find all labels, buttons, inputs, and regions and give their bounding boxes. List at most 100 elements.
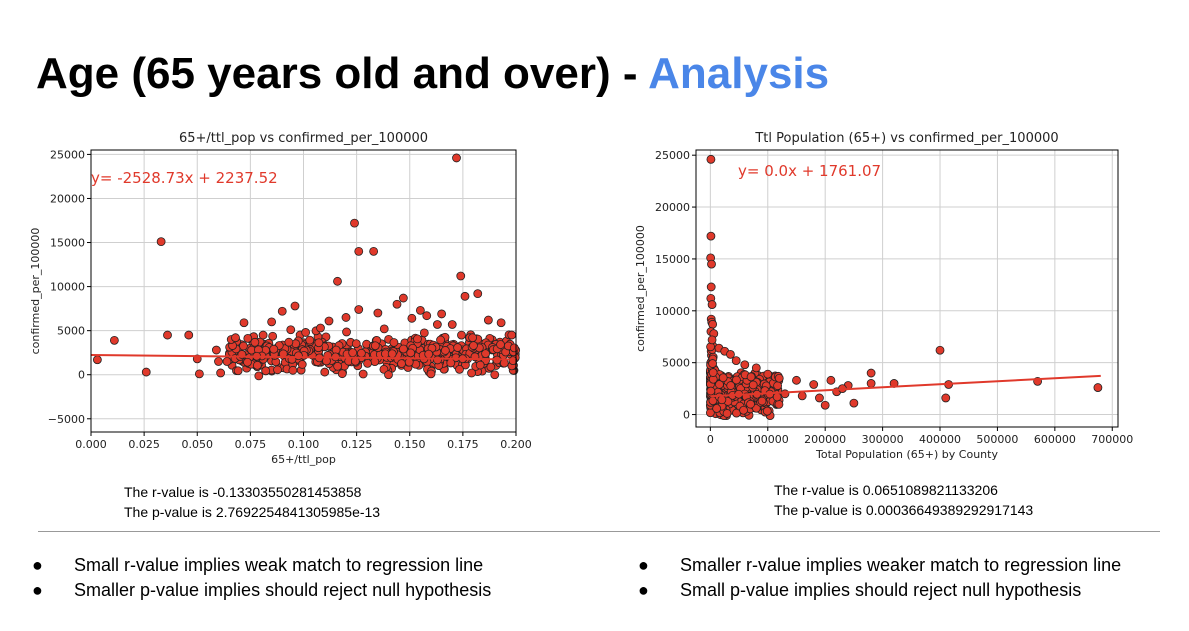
scatter-point — [780, 389, 790, 399]
scatter-point — [314, 338, 324, 348]
x-tick-label: 0 — [707, 433, 714, 446]
scatter-point — [762, 406, 772, 416]
scatter-point — [268, 331, 278, 341]
scatter-point — [333, 361, 343, 371]
scatter-point — [707, 335, 717, 345]
x-tick-label: 200000 — [804, 433, 846, 446]
scatter-point — [739, 405, 748, 415]
y-tick-label: 5000 — [57, 325, 85, 338]
scatter-point — [354, 246, 364, 256]
x-axis-label: Total Population (65+) by County — [815, 448, 998, 461]
scatter-point — [356, 348, 366, 358]
scatter-point — [706, 282, 716, 292]
scatter-point — [708, 359, 717, 368]
scatter-point — [297, 360, 307, 369]
y-tick-label: 0 — [78, 369, 85, 382]
scatter-point — [468, 333, 477, 343]
scatter-point — [483, 315, 493, 325]
regression-equation: y= 0.0x + 1761.07 — [738, 162, 881, 180]
scatter-point — [473, 289, 483, 299]
scatter-point — [370, 341, 380, 351]
scatter-point — [294, 351, 303, 361]
divider — [38, 531, 1160, 532]
scatter-point — [706, 154, 716, 164]
y-tick-label: 25000 — [655, 149, 690, 162]
x-tick-label: 0.050 — [182, 438, 214, 451]
scatter-point — [373, 308, 383, 318]
slide-title: Age (65 years old and over) - Analysis — [36, 52, 829, 96]
p-value-left: The p-value is 2.7692254841305985e-13 — [124, 504, 381, 520]
x-tick-label: 0.150 — [394, 438, 426, 451]
scatter-point — [509, 343, 519, 353]
bullet-dot-icon: ● — [638, 555, 649, 575]
scatter-point — [419, 328, 429, 338]
bullet-dot-icon: ● — [32, 580, 43, 600]
scatter-point — [184, 330, 194, 340]
chart-title: Ttl Population (65+) vs confirmed_per_10… — [754, 131, 1058, 146]
scatter-point — [351, 339, 361, 349]
scatter-point — [715, 380, 724, 389]
scatter-point — [460, 291, 470, 301]
bullet-text: Small p-value implies should reject null… — [680, 580, 1082, 600]
scatter-point — [222, 357, 232, 366]
scatter-point — [866, 379, 876, 388]
scatter-point — [250, 337, 260, 347]
scatter-point — [363, 358, 372, 368]
scatter-chart-population: Ttl Population (65+) vs confirmed_per_10… — [634, 131, 1133, 461]
x-axis-label: 65+/ttl_pop — [271, 453, 336, 466]
scatter-point — [337, 369, 347, 379]
scatter-point — [369, 246, 379, 256]
scatter-point — [452, 153, 461, 163]
scatter-point — [254, 371, 264, 381]
x-tick-label: 0.000 — [75, 438, 107, 451]
scatter-point — [446, 358, 456, 368]
y-tick-label: 10000 — [655, 305, 690, 318]
stats-left: The r-value is -0.13303550281453858 The … — [124, 482, 380, 522]
scatter-point — [426, 369, 436, 379]
scatter-point — [941, 393, 951, 403]
scatter-point — [233, 366, 243, 376]
scatter-point — [301, 328, 311, 337]
scatter-point — [432, 320, 442, 329]
scatter-point — [156, 237, 166, 247]
chart-title: 65+/ttl_pop vs confirmed_per_100000 — [179, 131, 428, 146]
scatter-point — [866, 368, 876, 378]
scatter-point — [252, 360, 262, 370]
scatter-point — [194, 369, 204, 379]
scatter-point — [455, 364, 464, 374]
scatter-point — [751, 363, 761, 373]
scatter-point — [757, 396, 767, 406]
bullet-item: ● Smaller r-value implies weaker match to… — [638, 553, 1121, 578]
bullet-text: Small r-value implies weak match to regr… — [74, 555, 484, 575]
y-tick-label: 15000 — [50, 237, 85, 250]
scatter-point — [342, 327, 351, 337]
scatter-point — [453, 343, 462, 352]
scatter-point — [267, 317, 277, 327]
scatter-point — [415, 305, 425, 315]
scatter-point — [437, 309, 447, 319]
r-value-right: The r-value is 0.0651089821133206 — [774, 482, 998, 498]
scatter-point — [457, 330, 466, 340]
scatter-point — [424, 349, 434, 359]
scatter-point — [746, 372, 756, 382]
scatter-point — [243, 333, 253, 343]
y-tick-label: −5000 — [48, 413, 85, 426]
scatter-point — [507, 330, 517, 340]
scatter-point — [269, 344, 279, 354]
scatter-point — [718, 373, 728, 383]
scatter-point — [407, 313, 417, 323]
scatter-point — [333, 276, 342, 286]
scatter-point — [92, 355, 102, 365]
scatter-point — [350, 218, 359, 228]
scatter-point — [496, 340, 505, 349]
scatter-point — [447, 320, 457, 329]
bullet-dot-icon: ● — [32, 555, 43, 575]
scatter-point — [163, 330, 172, 340]
scatter-point — [1093, 383, 1103, 392]
scatter-point — [290, 301, 300, 311]
scatter-point — [732, 375, 741, 385]
scatter-point — [348, 348, 358, 358]
x-tick-label: 0.075 — [235, 438, 267, 451]
scatter-point — [214, 357, 223, 366]
scatter-point — [467, 368, 476, 378]
